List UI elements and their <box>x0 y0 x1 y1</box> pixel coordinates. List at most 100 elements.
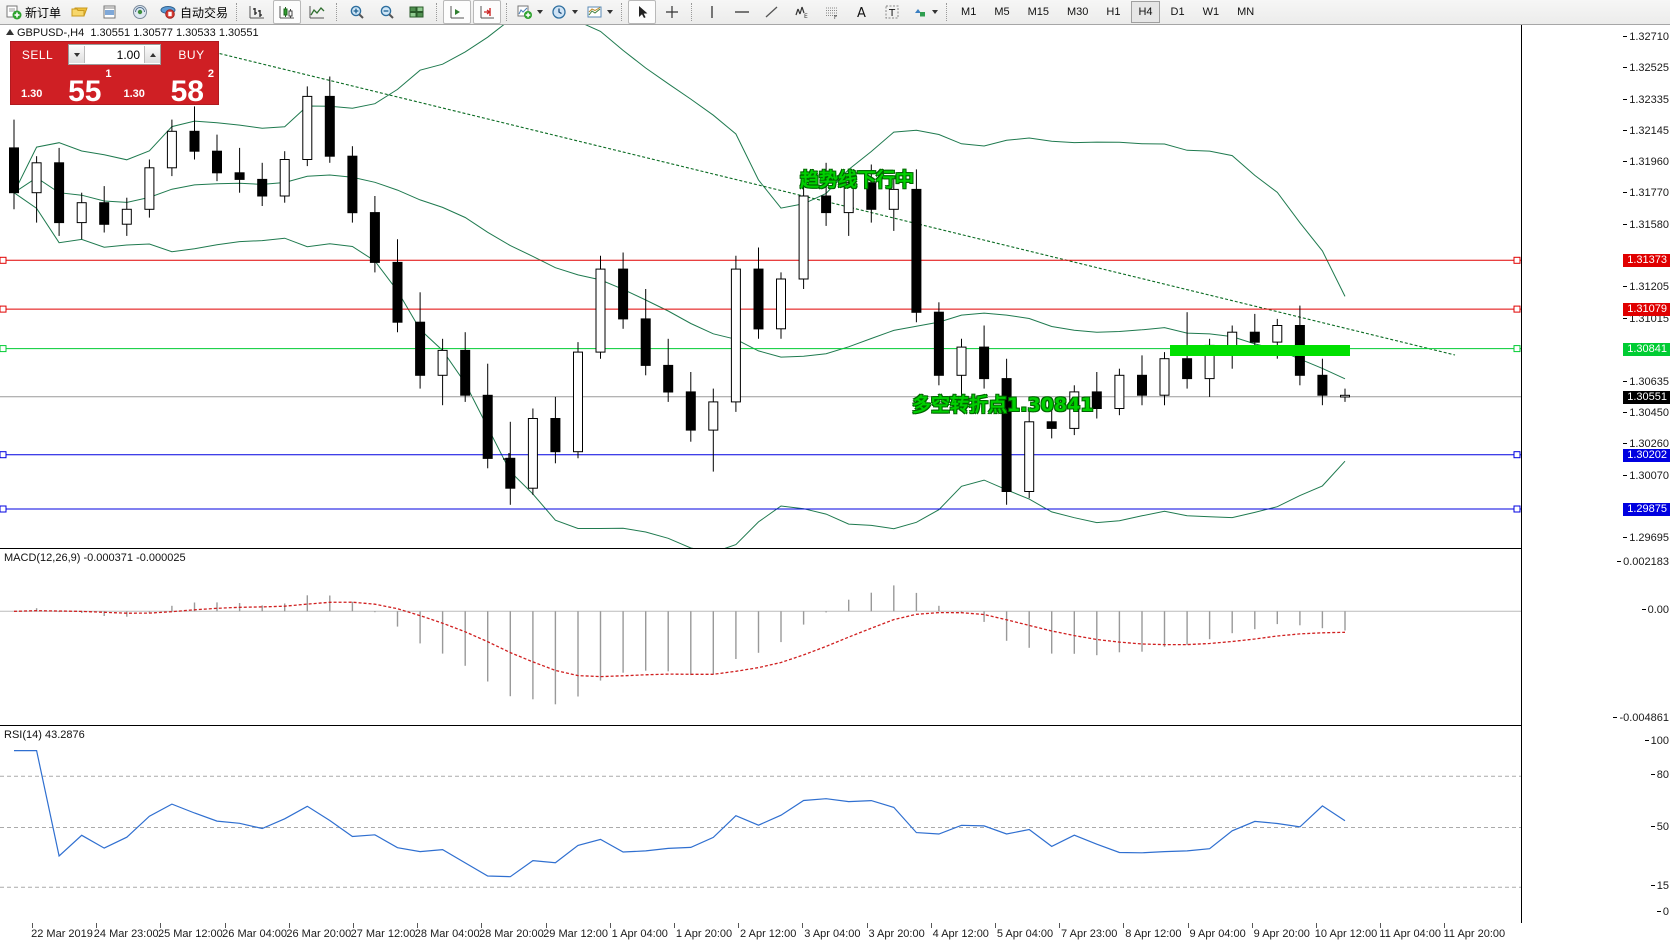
time-tick <box>1316 923 1317 928</box>
buy-price[interactable]: 1.30 58 2 <box>115 67 216 107</box>
macd-chart-canvas[interactable] <box>0 549 1521 725</box>
price-tick: 1.30070 <box>1623 470 1669 482</box>
signals-button[interactable] <box>126 0 154 24</box>
price-level-label[interactable]: 1.30551 <box>1623 390 1670 404</box>
templates-button[interactable] <box>583 0 616 24</box>
price-tick: 1.32145 <box>1623 126 1669 137</box>
new-order-button[interactable]: 新订单 <box>3 0 64 24</box>
macd-pane[interactable]: MACD(12,26,9) -0.000371 -0.000025 <box>0 549 1521 726</box>
time-axis[interactable]: 22 Mar 2019 24 Mar 23:00 25 Mar 12:00 26 Ma… <box>0 923 1670 947</box>
vertical-line-button[interactable] <box>698 0 726 24</box>
time-label: 7 Apr 23:00 <box>1061 928 1118 940</box>
turning-point-annotation: 多空转折点1.30841 <box>912 394 1094 416</box>
timeframe-m15-button[interactable]: M15 <box>1027 6 1049 18</box>
crosshair-button[interactable] <box>658 0 686 24</box>
sell-price-big: 55 <box>68 75 102 108</box>
price-tick: 1.29695 <box>1623 532 1669 544</box>
time-label: 5 Apr 04:00 <box>996 928 1054 940</box>
main-toolbar: 新订单 <box>0 0 1670 25</box>
rsi-tick: 80 <box>1650 770 1669 781</box>
time-label: 10 Apr 12:00 <box>1314 928 1378 940</box>
chevron-down-icon[interactable] <box>537 10 544 14</box>
price-level-label[interactable]: 1.31079 <box>1623 303 1670 317</box>
one-click-trade-panel[interactable]: SELL 1.00 BUY 1.30 55 <box>10 41 219 107</box>
chevron-down-icon[interactable] <box>932 10 939 14</box>
timeframe-m1-button[interactable]: M1 <box>961 6 977 18</box>
elliott-wave-button[interactable]: E <box>788 0 816 24</box>
price-tick: 1.30450 <box>1623 407 1669 419</box>
text-button[interactable]: A <box>848 0 876 24</box>
text-label-button[interactable]: T <box>878 0 906 24</box>
time-label: 1 Apr 20:00 <box>675 928 733 940</box>
shapes-button[interactable] <box>908 0 941 24</box>
rsi-tick: 100 <box>1644 736 1669 747</box>
timeframe-h1-button[interactable]: H1 <box>1106 6 1121 18</box>
price-tick: 1.30635 <box>1623 376 1669 388</box>
folder-button[interactable] <box>66 0 94 24</box>
sell-price[interactable]: 1.30 55 1 <box>13 67 114 107</box>
bar-chart-button[interactable] <box>243 0 271 24</box>
fibonacci-button[interactable]: F <box>818 0 846 24</box>
clock-icon <box>552 5 566 19</box>
buy-button[interactable]: BUY <box>178 47 205 62</box>
svg-text:F: F <box>834 15 837 20</box>
time-tick <box>417 923 419 928</box>
elliott-wave-icon: E <box>795 6 808 20</box>
svg-text:A: A <box>857 6 866 20</box>
time-tick <box>481 923 483 928</box>
volume-stepper-up[interactable] <box>144 46 160 63</box>
rsi-pane[interactable]: RSI(14) 43.2876 <box>0 726 1521 924</box>
price-level-label[interactable]: 1.30202 <box>1623 448 1670 462</box>
pivot-zone-highlight[interactable] <box>1170 345 1350 356</box>
chart-header: GBPUSD-,H4 1.30551 1.30577 1.30533 1.305… <box>6 27 259 39</box>
timeframe-w1-button[interactable]: W1 <box>1202 6 1220 18</box>
zoom-in-button[interactable] <box>343 0 371 24</box>
shift-end-button[interactable] <box>443 0 472 24</box>
chart-area[interactable]: GBPUSD-,H4 1.30551 1.30577 1.30533 1.305… <box>0 25 1670 947</box>
print-preview-button[interactable] <box>96 0 124 24</box>
indicators-button[interactable] <box>513 0 546 24</box>
price-level-label[interactable]: 1.30841 <box>1623 342 1670 356</box>
price-level-label[interactable]: 1.31373 <box>1623 254 1670 268</box>
timeframe-h4-button[interactable]: H4 <box>1131 1 1160 23</box>
time-tick <box>1380 923 1382 928</box>
timeframe-m30-button[interactable]: M30 <box>1067 6 1089 18</box>
cursor-button[interactable] <box>628 0 657 24</box>
timeframe-d1-button[interactable]: D1 <box>1170 6 1185 18</box>
horizontal-line-button[interactable] <box>728 0 756 24</box>
time-label: 28 Mar 20:00 <box>478 928 544 940</box>
price-pane[interactable]: GBPUSD-,H4 1.30551 1.30577 1.30533 1.305… <box>0 25 1521 549</box>
chart-ohlc: 1.30551 1.30577 1.30533 1.30551 <box>90 27 259 39</box>
price-chart-canvas[interactable] <box>0 25 1521 548</box>
time-label: 9 Apr 20:00 <box>1253 928 1310 940</box>
time-label: 4 Apr 12:00 <box>932 928 989 940</box>
chevron-down-icon[interactable] <box>607 10 614 14</box>
time-tick <box>224 923 226 928</box>
timeframe-mn-button[interactable]: MN <box>1237 6 1255 18</box>
text-label-icon: T <box>885 5 899 19</box>
line-chart-button[interactable] <box>303 0 331 24</box>
time-label: 2 Apr 12:00 <box>740 928 797 940</box>
sell-button[interactable]: SELL <box>21 47 54 62</box>
zoom-out-icon <box>380 5 394 19</box>
price-axis[interactable]: 1.32710 1.32525 1.32335 1.32145 1.31960 1.317… <box>1521 25 1670 923</box>
auto-scroll-button[interactable] <box>473 0 502 24</box>
autotrading-button[interactable]: 自动交易 <box>156 0 231 24</box>
sell-price-sup: 1 <box>105 68 112 80</box>
volume-value[interactable]: 1.00 <box>116 47 140 62</box>
period-button[interactable] <box>548 0 581 24</box>
time-tick <box>995 923 996 928</box>
tile-windows-button[interactable] <box>403 0 431 24</box>
collapse-triangle-icon[interactable] <box>6 29 14 35</box>
price-level-label[interactable]: 1.29875 <box>1623 503 1670 516</box>
chevron-down-icon[interactable] <box>572 10 579 14</box>
trendline-button[interactable] <box>758 0 786 24</box>
timeframe-m5-button[interactable]: M5 <box>994 6 1010 18</box>
rsi-chart-canvas[interactable] <box>0 726 1521 923</box>
candlestick-chart-button[interactable] <box>273 0 302 24</box>
bar-chart-icon <box>249 6 265 19</box>
volume-dropdown-button[interactable] <box>69 46 85 63</box>
volume-input-group[interactable]: 1.00 <box>68 44 161 65</box>
rsi-title: RSI(14) 43.2876 <box>4 729 85 741</box>
zoom-out-button[interactable] <box>373 0 401 24</box>
